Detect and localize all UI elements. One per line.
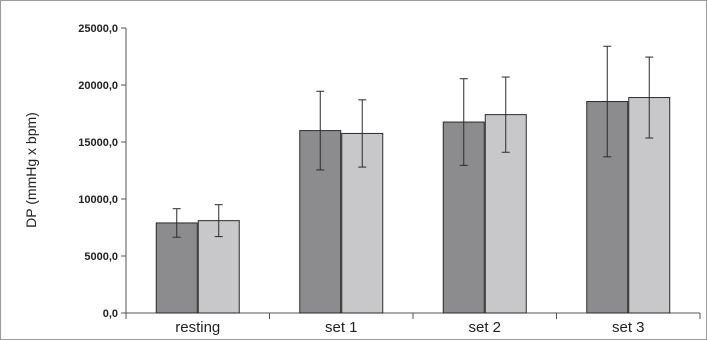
y-tick-label: 25000,0	[78, 23, 118, 35]
y-tick-label: 15000,0	[78, 137, 118, 149]
x-axis-ticks: resting set 1 set 2 set 3	[125, 313, 701, 336]
bar-series	[155, 97, 671, 314]
y-tick-label: 10000,0	[78, 194, 118, 206]
y-tick-label: 20000,0	[78, 80, 118, 92]
error-bars	[172, 45, 654, 238]
y-axis-ticks: 0,0 5000,0 10000,0 15000,0 20000,0 25000,0	[78, 23, 126, 320]
x-category-label: set 3	[612, 319, 645, 336]
x-category-label: set 1	[325, 319, 358, 336]
x-category-label: set 2	[468, 319, 501, 336]
x-category-label: resting	[175, 319, 220, 336]
bar	[155, 222, 198, 314]
y-tick-label: 5000,0	[84, 251, 118, 263]
bar	[442, 121, 485, 314]
y-tick-label: 0,0	[103, 308, 118, 320]
y-axis-title: DP (mmHg x bpm)	[23, 112, 39, 228]
